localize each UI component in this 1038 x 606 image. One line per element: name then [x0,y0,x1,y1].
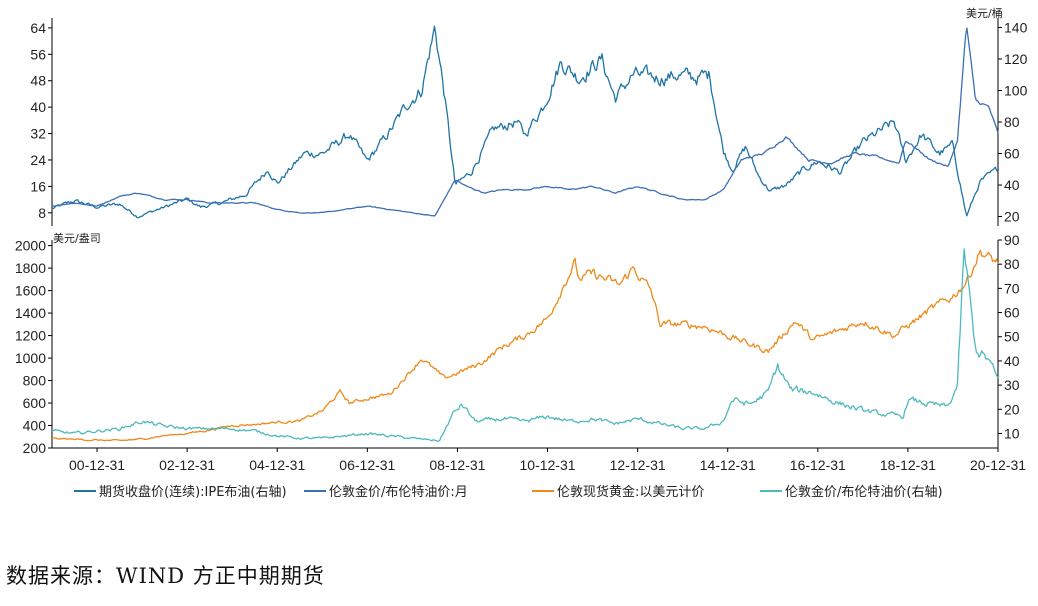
left-tick-label: 64 [30,20,46,36]
legend-label-4: 伦敦金价/布伦特油价(右轴) [785,484,943,500]
left-tick-label: 400 [23,418,47,434]
legend-label-2: 伦敦金价/布伦特油价:月 [329,484,468,500]
series-line-2 [51,27,999,217]
x-tick-label: 02-12-31 [159,457,215,473]
data-source-note: 数据来源：WIND 方正中期期货 [6,564,325,588]
x-tick-label: 18-12-31 [880,457,936,473]
left-tick-label: 1200 [15,328,46,344]
right-tick-label: 60 [1004,146,1020,162]
right-tick-label: 120 [1004,51,1028,67]
x-tick-label: 16-12-31 [790,457,846,473]
right-tick-label: 40 [1004,177,1020,193]
right-tick-label: 20 [1004,209,1020,225]
left-tick-label: 200 [23,440,47,456]
legend: 期货收盘价(连续):IPE布油(右轴) 伦敦金价/布伦特油价:月 伦敦现货黄金:以美… [74,484,943,500]
right-axis-unit: 美元/桶 [966,6,1003,20]
right-tick-label: 90 [1004,232,1020,248]
right-tick-label: 80 [1004,256,1020,272]
bottom-panel: 200 400 600 800 1000 1200 1400 1600 1800 2000 10 20… [15,231,1026,473]
left-tick-label: 8 [38,205,46,221]
left-tick-label: 600 [23,395,47,411]
x-tick-label: 06-12-31 [339,457,395,473]
right-tick-label: 40 [1004,353,1020,369]
series-line-1 [51,25,999,219]
x-tick-label: 10-12-31 [520,457,576,473]
left-tick-label: 40 [30,99,46,115]
right-tick-label: 20 [1004,401,1020,417]
x-tick-label: 04-12-31 [249,457,305,473]
x-tick-label: 14-12-31 [700,457,756,473]
left-tick-label: 16 [30,178,46,194]
legend-label-3: 伦敦现货黄金:以美元计价 [557,484,704,500]
left-tick-label: 32 [30,126,46,142]
x-tick-label: 12-12-31 [610,457,666,473]
left-tick-label: 1600 [15,283,46,299]
series-line-3 [51,249,999,442]
left-axis-unit: 美元/盎司 [53,231,101,245]
left-tick-label: 48 [30,73,46,89]
legend-label-1: 期货收盘价(连续):IPE布油(右轴) [99,484,287,500]
series-line-4 [51,248,999,442]
right-tick-label: 100 [1004,82,1028,98]
left-tick-label: 800 [23,373,47,389]
x-tick-label: 20-12-31 [970,457,1026,473]
left-tick-label: 56 [30,46,46,62]
right-tick-label: 50 [1004,329,1020,345]
x-tick-label: 00-12-31 [69,457,125,473]
right-tick-label: 60 [1004,305,1020,321]
left-tick-label: 2000 [15,238,46,254]
right-tick-label: 140 [1004,19,1028,35]
left-tick-label: 1800 [15,260,46,276]
right-tick-label: 10 [1004,425,1020,441]
left-tick-label: 1400 [15,305,46,321]
left-tick-label: 1000 [15,350,46,366]
x-tick-label: 08-12-31 [429,457,485,473]
right-tick-label: 80 [1004,114,1020,130]
right-tick-label: 30 [1004,377,1020,393]
left-tick-label: 24 [30,152,46,168]
right-tick-label: 70 [1004,280,1020,296]
